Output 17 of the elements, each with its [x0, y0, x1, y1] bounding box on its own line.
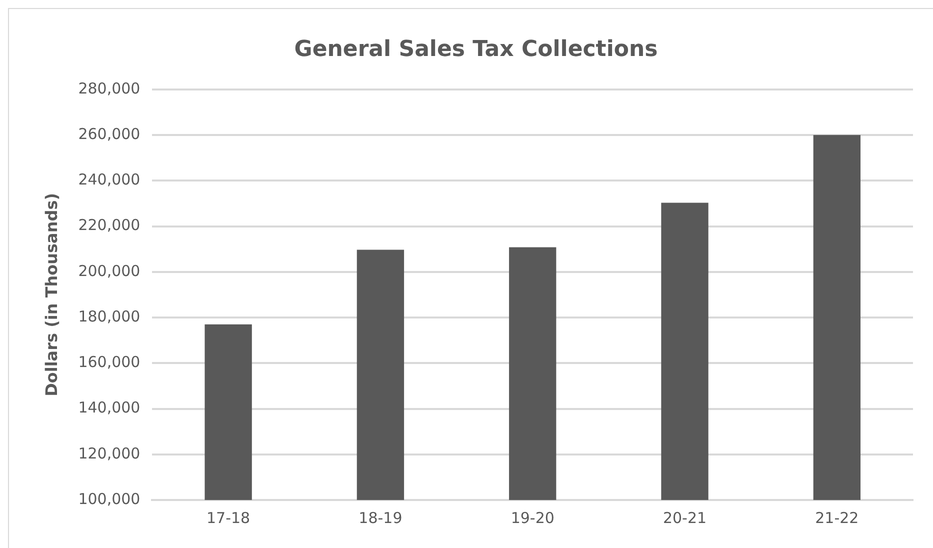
y-tick-label: 160,000: [78, 353, 140, 372]
y-tick-label: 200,000: [78, 262, 140, 280]
x-tick-label: 20-21: [662, 508, 707, 527]
y-tick-label: 260,000: [78, 124, 140, 143]
y-tick-label: 180,000: [78, 307, 140, 326]
y-tick-label: 280,000: [78, 79, 140, 98]
x-tick-label: 17-18: [206, 508, 250, 527]
x-tick-label: 18-19: [358, 508, 402, 527]
y-tick-label: 120,000: [78, 444, 140, 462]
y-tick-label: 240,000: [78, 170, 140, 189]
x-tick-label: 21-22: [815, 508, 859, 527]
y-axis-title: Dollars (in Thousands): [42, 192, 61, 396]
y-tick-label: 100,000: [78, 490, 140, 508]
y-tick-label: 140,000: [78, 398, 140, 417]
y-tick-label: 220,000: [78, 216, 140, 234]
chart-title: General Sales Tax Collections: [294, 36, 658, 62]
x-tick-label: 19-20: [510, 508, 554, 527]
